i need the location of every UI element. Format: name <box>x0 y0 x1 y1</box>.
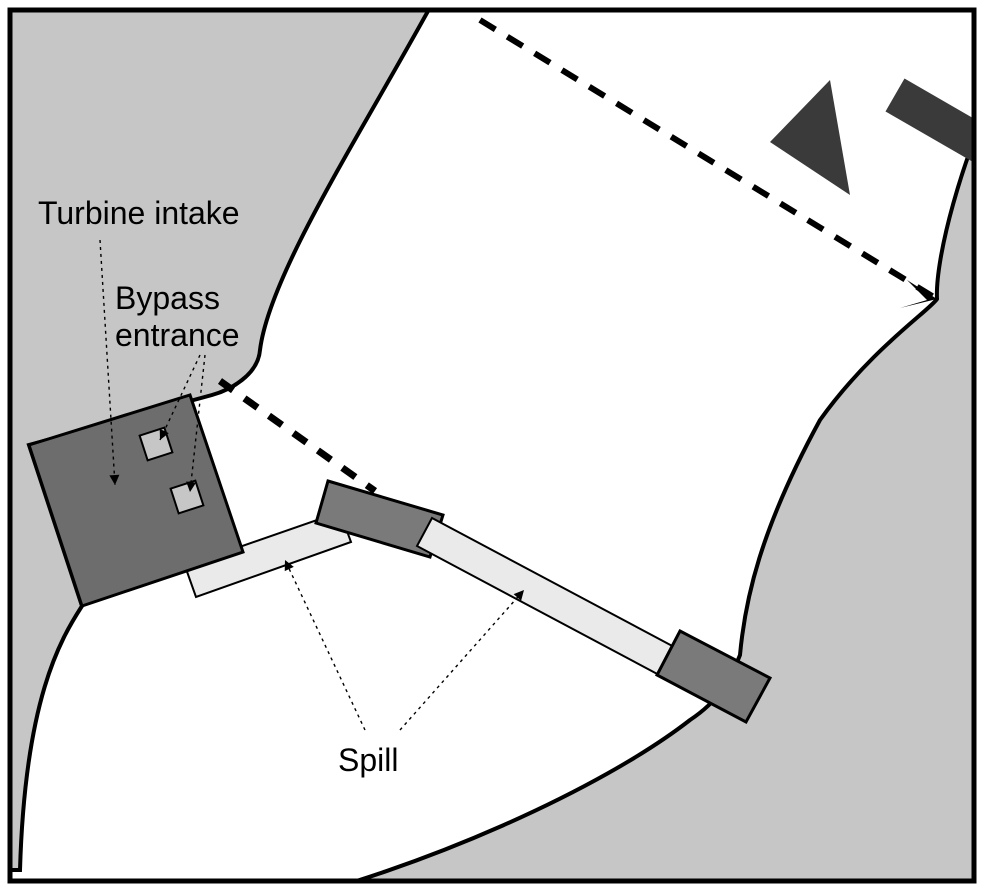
label-spill: Spill <box>338 742 398 779</box>
diagram-frame: Turbine intake Bypassentrance Spill <box>0 0 984 891</box>
label-turbine-intake: Turbine intake <box>38 195 240 232</box>
label-bypass-entrance: Bypassentrance <box>115 280 240 354</box>
diagram-svg <box>0 0 984 891</box>
